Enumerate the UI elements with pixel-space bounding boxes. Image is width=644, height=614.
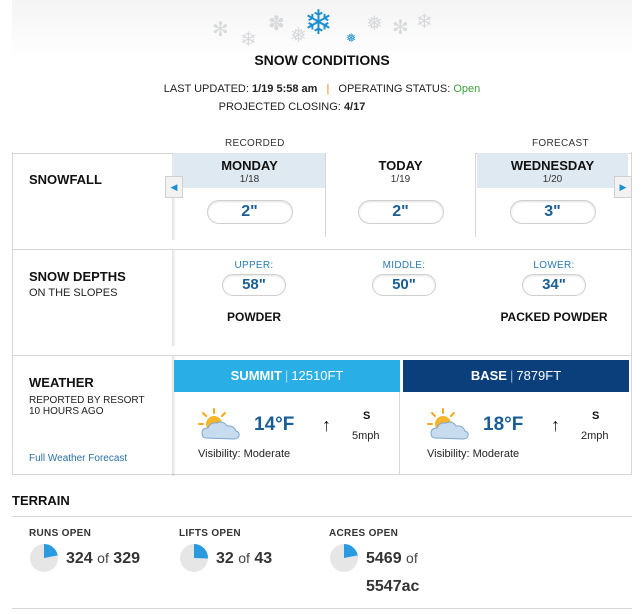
day-name: WEDNESDAY (510, 158, 595, 173)
depth-value: 34" (522, 274, 586, 296)
snowfall-amount: 3" (509, 200, 596, 224)
acres-total-value: 5547ac (366, 578, 420, 595)
base-wind-speed: 2mph (581, 430, 609, 442)
runs-open-label: RUNS OPEN (29, 528, 92, 539)
summit-weather: 14°F ↑ S 5mph Visibility: Moderate (174, 392, 400, 474)
summit-header[interactable]: SUMMIT | 12510FT (174, 360, 400, 392)
base-temperature: 18°F (483, 414, 524, 435)
lifts-open-value: 32 of 43 (216, 550, 273, 567)
pie-wedge (44, 544, 58, 558)
runs-open-value: 324 of 329 (66, 550, 140, 567)
status-line: LAST UPDATED: 1/19 5:58 am | OPERATING S… (163, 83, 481, 95)
acres-open-value: 5469 of (366, 550, 418, 567)
day-name: TODAY (378, 158, 423, 173)
depth-upper: UPPER: 58" POWDER (184, 260, 324, 324)
acres-open-pie (330, 544, 358, 572)
snowfall-day-wednesday: WEDNESDAY 1/20 3" (477, 153, 628, 237)
snow-depths-row: SNOW DEPTHS ON THE SLOPES (12, 249, 632, 346)
snow-depths-sublabel: ON THE SLOPES (29, 287, 118, 299)
depth-condition: PACKED POWDER (500, 310, 608, 324)
closing-line: PROJECTED CLOSING: 4/17 (218, 101, 366, 113)
terrain-divider (12, 516, 632, 517)
full-weather-forecast-link[interactable]: Full Weather Forecast (29, 453, 128, 464)
snowfall-next-button[interactable]: ▶ (614, 176, 632, 198)
weather-reported-ago: 10 HOURS AGO (29, 406, 104, 417)
operating-status-value: Open (453, 83, 481, 95)
lifts-open-stat: LIFTS OPEN 32 of 43 (179, 528, 272, 572)
runs-open-stat: RUNS OPEN 324 of 329 (29, 528, 140, 572)
summit-name: SUMMIT (230, 368, 282, 383)
day-date: 1/19 (390, 174, 411, 185)
last-updated-value: 1/19 5:58 am (251, 83, 318, 95)
pie-wedge (194, 544, 208, 559)
lifts-open-label: LIFTS OPEN (179, 528, 241, 539)
summit-wind-direction: S (363, 410, 371, 422)
base-visibility: Visibility: Moderate (427, 448, 520, 460)
depth-middle: MIDDLE: 50" (334, 260, 474, 296)
weather-row: WEATHER REPORTED BY RESORT 10 HOURS AGO (12, 355, 632, 476)
recorded-label: RECORDED (225, 138, 285, 149)
summit-wind-speed: 5mph (352, 430, 380, 442)
wind-direction-arrow-icon: ↑ (322, 415, 331, 435)
summit-temperature: 14°F (254, 414, 295, 435)
depth-label: MIDDLE: (382, 260, 426, 271)
wind-direction-arrow-icon: ↑ (551, 415, 560, 435)
forecast-label: FORECAST (532, 138, 589, 149)
summit-elevation: 12510FT (291, 368, 344, 383)
chevron-right-icon: ▶ (619, 182, 627, 192)
base-wind-direction: S (592, 410, 600, 422)
acres-open-stat: ACRES OPEN 5469 of 5547ac (329, 528, 419, 595)
snowfall-day-monday: MONDAY 1/18 2" (174, 153, 325, 237)
day-date: 1/18 (239, 174, 260, 185)
snow-depths-label: SNOW DEPTHS (29, 269, 126, 284)
snowfall-prev-button[interactable]: ◀ (165, 176, 183, 198)
snow-conditions-header: ✻ ❄ ✽ ❅ ❄ ❅ ❅ ✻ ❄ SNOW CONDITIONS LAST U… (12, 0, 632, 152)
depth-condition: POWDER (227, 310, 281, 324)
day-name: MONDAY (221, 158, 278, 173)
pie-wedge (344, 544, 358, 558)
summit-visibility: Visibility: Moderate (198, 448, 291, 460)
day-date: 1/20 (542, 174, 563, 185)
partly-cloudy-icon (198, 408, 240, 440)
closing-date-value: 4/17 (343, 101, 366, 113)
snowfall-day-today: TODAY 1/19 2" (325, 153, 476, 237)
weather-label: WEATHER (29, 375, 94, 390)
terrain-title: TERRAIN (12, 493, 70, 508)
depth-label: LOWER: (533, 260, 575, 271)
lifts-open-pie (180, 544, 208, 572)
depth-value: 58" (222, 274, 286, 296)
base-weather: 18°F ↑ S 2mph Visibility: Moderate (403, 392, 629, 474)
base-header[interactable]: BASE | 7879FT (403, 360, 629, 392)
snowfall-label: SNOWFALL (29, 172, 102, 187)
snowflake-decoration: ✻ ❄ ✽ ❅ ❄ ❅ ❅ ✻ ❄ (212, 4, 433, 51)
partly-cloudy-icon (427, 408, 469, 440)
chevron-left-icon: ◀ (170, 182, 178, 192)
acres-open-label: ACRES OPEN (329, 528, 399, 539)
snowfall-amount: 2" (357, 200, 444, 224)
runs-open-pie (30, 544, 58, 572)
depth-lower: LOWER: 34" PACKED POWDER (484, 260, 624, 324)
base-elevation: 7879FT (516, 368, 562, 383)
page-title: SNOW CONDITIONS (254, 52, 390, 68)
snowflake-icon: ❄ (304, 4, 333, 42)
depth-value: 50" (372, 274, 436, 296)
depth-label: UPPER: (234, 260, 274, 271)
weather-reported-by: REPORTED BY RESORT (29, 395, 145, 406)
terrain-bottom-divider (12, 608, 632, 609)
snowfall-amount: 2" (206, 200, 293, 224)
base-name: BASE (470, 368, 507, 383)
